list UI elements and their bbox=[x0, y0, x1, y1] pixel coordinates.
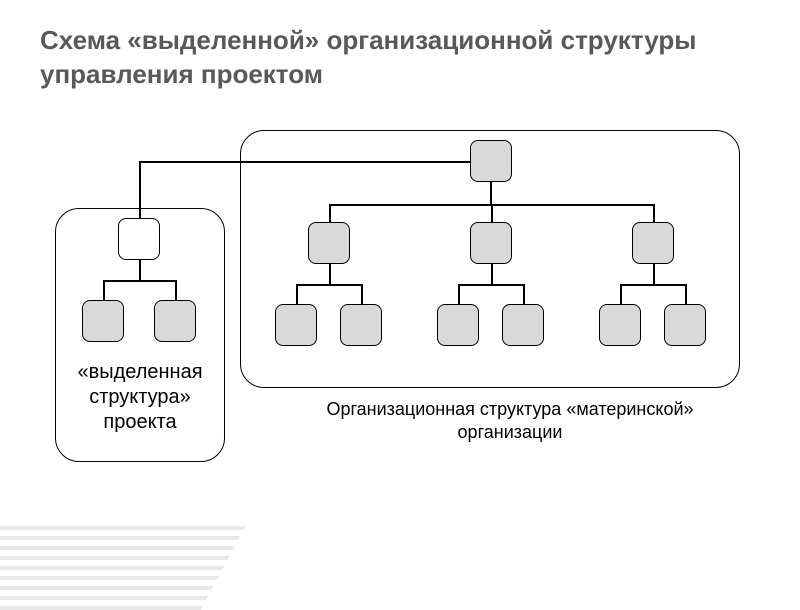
right-leaf-node bbox=[502, 304, 544, 346]
left-group-caption: «выделенная структура» проекта bbox=[58, 360, 222, 435]
connector bbox=[620, 284, 622, 304]
left-leaf-node bbox=[154, 300, 196, 342]
connector bbox=[361, 284, 363, 304]
connector bbox=[653, 204, 655, 222]
connector bbox=[175, 280, 177, 300]
connector bbox=[139, 260, 141, 280]
right-mid-node bbox=[308, 222, 350, 264]
right-mid-node bbox=[632, 222, 674, 264]
connector bbox=[523, 284, 525, 304]
connector bbox=[296, 284, 298, 304]
right-root-node bbox=[470, 140, 512, 182]
right-group-caption: Организационная структура «материнской» … bbox=[300, 398, 720, 443]
connector bbox=[458, 284, 460, 304]
connector bbox=[620, 284, 686, 286]
connector bbox=[103, 280, 175, 282]
connector bbox=[329, 264, 331, 284]
connector bbox=[491, 204, 493, 222]
connector bbox=[685, 284, 687, 304]
connector bbox=[296, 284, 362, 286]
decorative-stripes bbox=[0, 500, 259, 610]
right-leaf-node bbox=[437, 304, 479, 346]
left-leaf-node bbox=[82, 300, 124, 342]
right-leaf-node bbox=[599, 304, 641, 346]
left-root-node bbox=[118, 218, 160, 260]
connector bbox=[653, 264, 655, 284]
cross-connector bbox=[139, 161, 141, 218]
connector bbox=[329, 204, 331, 222]
cross-connector bbox=[139, 161, 470, 163]
right-leaf-node bbox=[664, 304, 706, 346]
diagram-canvas: «выделенная структура» проекта Организац… bbox=[0, 120, 800, 540]
right-leaf-node bbox=[275, 304, 317, 346]
right-mid-node bbox=[470, 222, 512, 264]
connector bbox=[103, 280, 105, 300]
connector bbox=[491, 264, 493, 284]
right-leaf-node bbox=[340, 304, 382, 346]
connector bbox=[458, 284, 524, 286]
connector bbox=[490, 182, 492, 204]
page-title: Схема «выделенной» организационной струк… bbox=[40, 24, 760, 92]
